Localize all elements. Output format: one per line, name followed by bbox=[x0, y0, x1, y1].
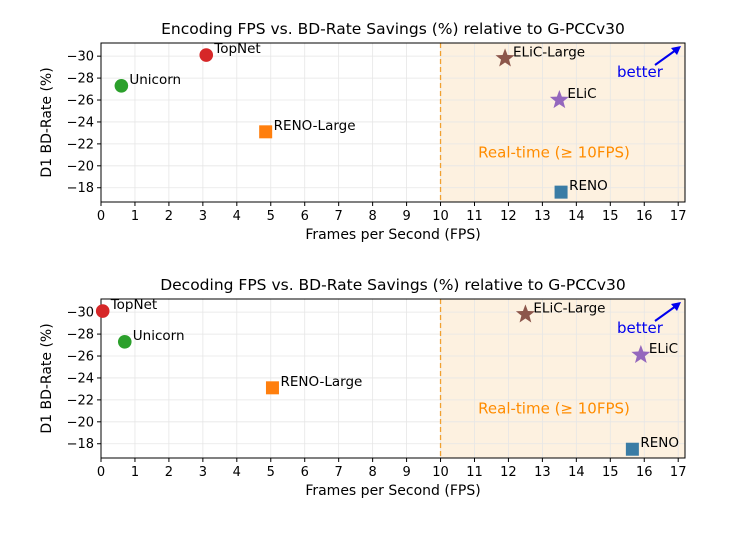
point-label-reno-large: RENO-Large bbox=[274, 118, 356, 134]
better-label: better bbox=[617, 319, 664, 337]
x-tick-label: 12 bbox=[500, 209, 517, 224]
plot-frame bbox=[100, 298, 686, 459]
point-elic-large bbox=[515, 304, 535, 323]
y-tick-label: −18 bbox=[67, 437, 94, 452]
realtime-label: Real-time (≥ 10FPS) bbox=[478, 143, 630, 161]
point-topnet bbox=[95, 304, 110, 318]
better-arrow-head bbox=[671, 46, 681, 55]
x-tick-label: 1 bbox=[131, 465, 139, 480]
y-tick-label: −22 bbox=[67, 137, 94, 152]
better-arrow-head bbox=[671, 302, 681, 311]
x-axis-label: Frames per Second (FPS) bbox=[305, 483, 480, 499]
x-tick-label: 13 bbox=[534, 209, 551, 224]
point-label-unicorn: Unicorn bbox=[129, 72, 181, 88]
y-tick-label: −26 bbox=[67, 350, 94, 365]
y-tick-label: −20 bbox=[67, 159, 94, 174]
x-tick-label: 14 bbox=[568, 465, 585, 480]
x-tick-label: 8 bbox=[368, 465, 376, 480]
point-label-topnet: TopNet bbox=[213, 41, 260, 57]
decoding-chart: 0 1 2 3 4 5 6 7 8 9 10 11 12 13 14 15 16 17−18−20−22−24−2… bbox=[39, 276, 686, 499]
point-reno-large bbox=[265, 381, 279, 395]
y-tick-label: −18 bbox=[67, 181, 94, 196]
x-tick-label: 7 bbox=[335, 465, 343, 480]
point-label-elic-large: ELiC-Large bbox=[533, 300, 605, 316]
x-tick-label: 14 bbox=[568, 209, 585, 224]
y-tick-label: −24 bbox=[67, 115, 94, 130]
x-tick-label: 2 bbox=[165, 209, 173, 224]
x-tick-label: 3 bbox=[199, 465, 207, 480]
point-topnet bbox=[199, 48, 214, 62]
x-tick-label: 2 bbox=[165, 465, 173, 480]
x-tick-label: 10 bbox=[432, 209, 449, 224]
point-label-elic: ELiC bbox=[567, 86, 596, 102]
y-tick-label: −30 bbox=[67, 306, 94, 321]
point-label-reno-large: RENO-Large bbox=[280, 374, 362, 390]
realtime-label: Real-time (≥ 10FPS) bbox=[478, 399, 630, 417]
x-tick-label: 6 bbox=[301, 209, 309, 224]
encoding-chart: 0 1 2 3 4 5 6 7 8 9 10 11 12 13 14 15 16 17−18−20−22−24−2… bbox=[39, 20, 686, 243]
y-tick-label: −22 bbox=[67, 393, 94, 408]
x-tick-label: 12 bbox=[500, 465, 517, 480]
x-tick-label: 15 bbox=[602, 465, 619, 480]
x-tick-label: 11 bbox=[466, 465, 483, 480]
x-tick-label: 16 bbox=[636, 465, 653, 480]
point-label-topnet: TopNet bbox=[110, 297, 157, 313]
point-unicorn bbox=[114, 78, 129, 93]
x-tick-label: 13 bbox=[534, 465, 551, 480]
x-tick-label: 10 bbox=[432, 465, 449, 480]
point-label-elic-large: ELiC-Large bbox=[513, 44, 585, 60]
y-axis-label: D1 BD-Rate (%) bbox=[39, 67, 55, 177]
y-tick-label: −28 bbox=[67, 328, 94, 343]
plot-frame bbox=[100, 42, 686, 203]
point-label-reno: RENO bbox=[569, 178, 608, 194]
x-tick-label: 8 bbox=[368, 209, 376, 224]
x-tick-label: 9 bbox=[402, 465, 410, 480]
x-tick-label: 0 bbox=[97, 465, 105, 480]
x-tick-label: 5 bbox=[267, 465, 275, 480]
x-tick-label: 4 bbox=[233, 465, 241, 480]
point-reno bbox=[625, 442, 639, 456]
better-label: better bbox=[617, 63, 664, 81]
y-tick-label: −24 bbox=[67, 371, 94, 386]
x-tick-label: 7 bbox=[335, 209, 343, 224]
x-axis-label: Frames per Second (FPS) bbox=[305, 227, 480, 243]
x-tick-label: 6 bbox=[301, 465, 309, 480]
chart-title: Decoding FPS vs. BD-Rate Savings (%) rel… bbox=[160, 276, 626, 294]
x-tick-label: 3 bbox=[199, 209, 207, 224]
x-tick-label: 1 bbox=[131, 209, 139, 224]
point-reno-large bbox=[259, 125, 273, 139]
point-label-unicorn: Unicorn bbox=[133, 328, 185, 344]
y-tick-label: −20 bbox=[67, 415, 94, 430]
point-label-elic: ELiC bbox=[649, 341, 678, 357]
x-tick-label: 17 bbox=[670, 465, 687, 480]
y-tick-label: −28 bbox=[67, 72, 94, 87]
x-tick-label: 5 bbox=[267, 209, 275, 224]
point-label-reno: RENO bbox=[640, 435, 679, 451]
point-elic bbox=[631, 344, 651, 364]
x-tick-label: 17 bbox=[670, 209, 687, 224]
y-tick-label: −26 bbox=[67, 94, 94, 109]
chart-title: Encoding FPS vs. BD-Rate Savings (%) rel… bbox=[161, 20, 625, 38]
y-axis-label: D1 BD-Rate (%) bbox=[39, 323, 55, 433]
x-tick-label: 0 bbox=[97, 209, 105, 224]
x-tick-label: 15 bbox=[602, 209, 619, 224]
point-elic bbox=[549, 90, 569, 109]
point-reno bbox=[554, 185, 568, 199]
x-tick-label: 11 bbox=[466, 209, 483, 224]
y-tick-label: −30 bbox=[67, 50, 94, 65]
x-tick-label: 4 bbox=[233, 209, 241, 224]
point-unicorn bbox=[117, 334, 132, 349]
point-elic-large bbox=[495, 48, 515, 67]
x-tick-label: 9 bbox=[402, 209, 410, 224]
x-tick-label: 16 bbox=[636, 209, 653, 224]
